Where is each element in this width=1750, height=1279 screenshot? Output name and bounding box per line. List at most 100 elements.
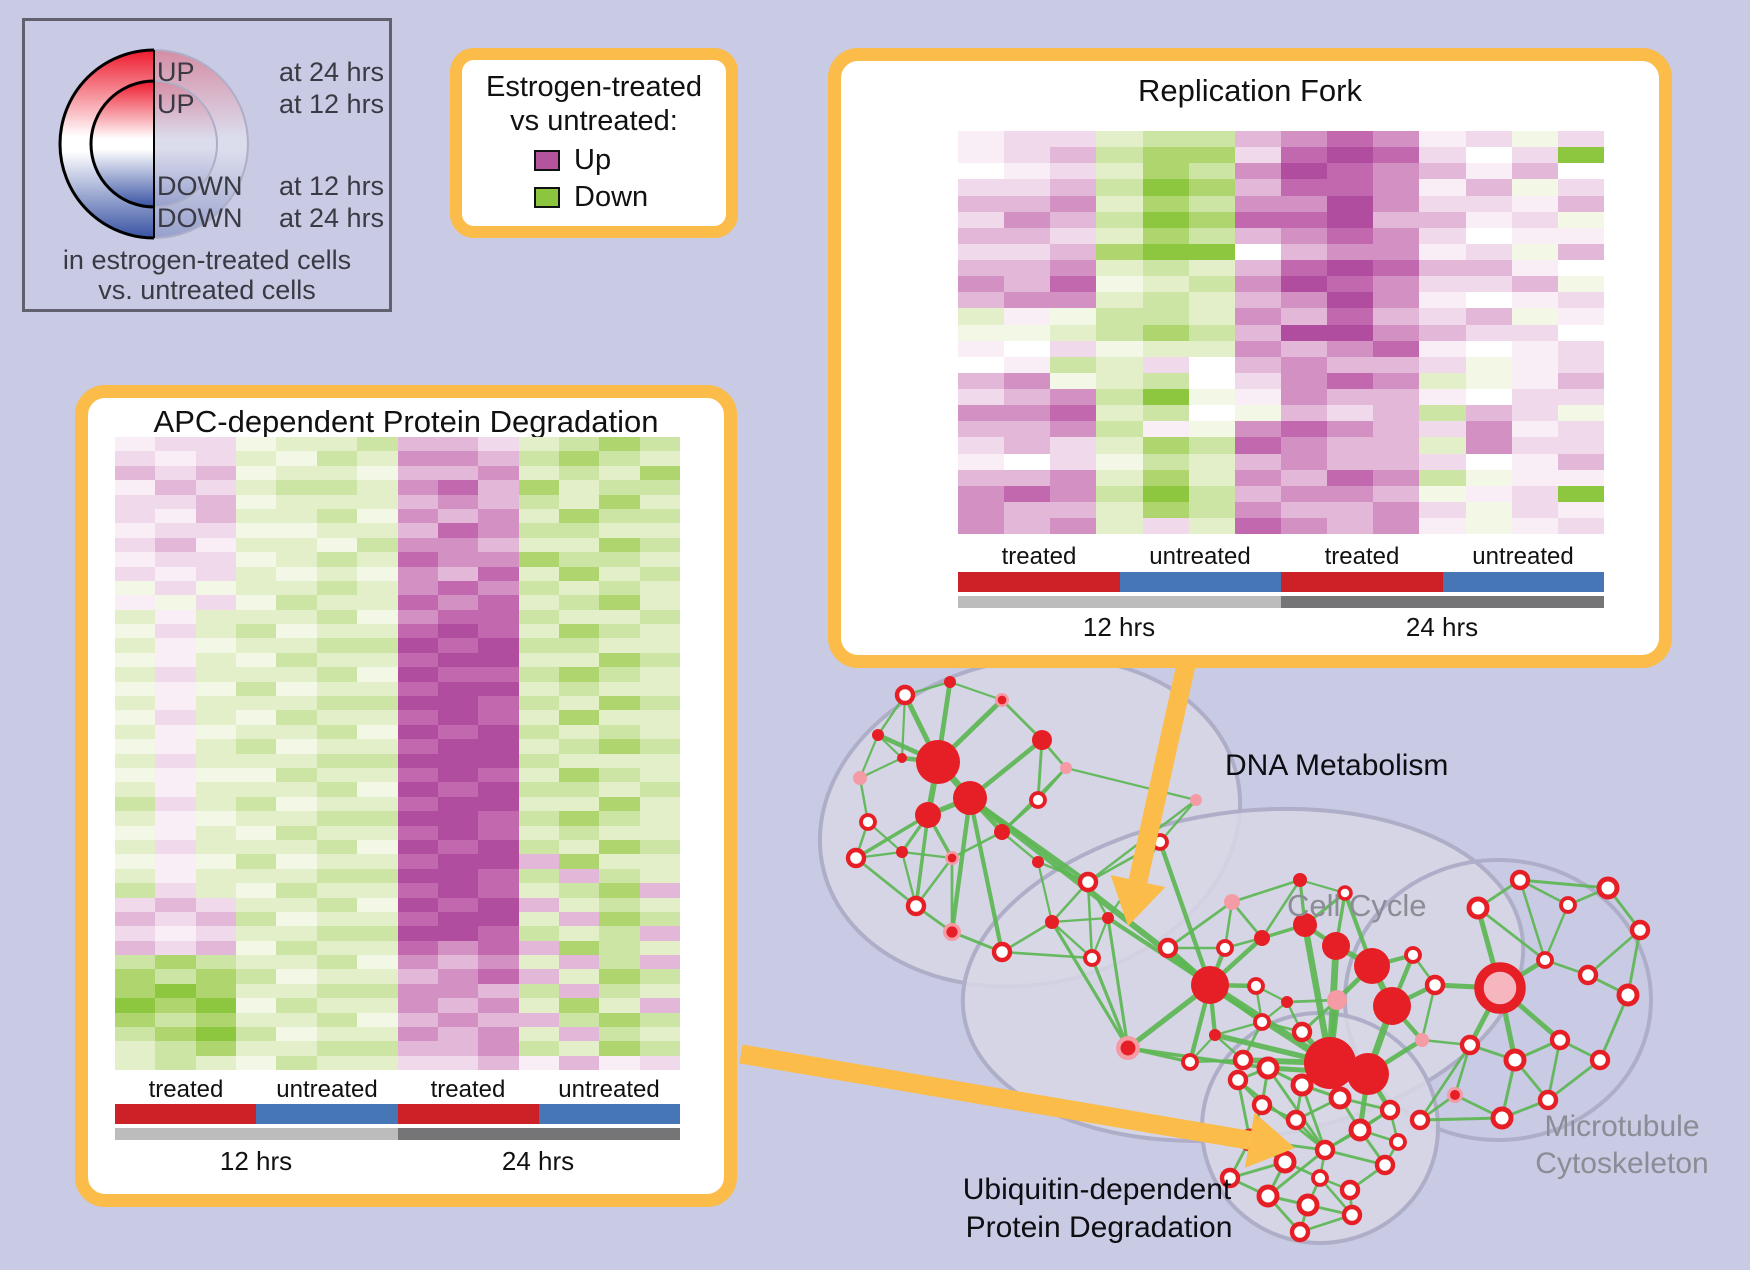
flow-arrow-head — [1110, 875, 1166, 926]
repl-time-colorbar — [958, 596, 1604, 608]
network-node — [1537, 1089, 1559, 1111]
network-edge — [1050, 921, 1130, 1049]
network-node — [1509, 869, 1531, 891]
ring-time-12: at 12 hrs — [279, 89, 385, 119]
network-node — [1474, 962, 1526, 1014]
network-node — [1285, 1109, 1307, 1131]
heatmap-row — [115, 624, 681, 639]
network-edge — [1300, 1084, 1327, 1151]
label-cell-cycle: Cell Cycle — [1287, 888, 1427, 923]
label-microtubule-line1: Microtubule — [1544, 1110, 1699, 1143]
heatmap-row — [958, 260, 1604, 277]
heatmap-row — [958, 308, 1604, 325]
network-node — [1232, 1049, 1254, 1071]
up-color-swatch — [534, 150, 560, 171]
network-node — [1409, 1109, 1431, 1131]
heatmap-row — [958, 131, 1604, 148]
network-edge — [949, 680, 1003, 702]
estrogen-title-line1: Estrogen-treated — [485, 71, 702, 103]
cluster-labels: DNA Metabolism Cell Cycle Microtubule Cy… — [963, 749, 1709, 1244]
heatmap-row — [115, 983, 681, 999]
network-node — [1083, 949, 1101, 967]
network-edge — [1266, 1067, 1327, 1151]
network-node — [1256, 1184, 1280, 1208]
network-node — [859, 813, 877, 831]
network-node — [1181, 1053, 1199, 1071]
estrogen-legend-title: Estrogen-treated vs untreated: — [462, 70, 726, 138]
heatmap-row — [958, 469, 1604, 486]
network-node — [916, 740, 960, 784]
network-node — [845, 847, 867, 869]
network-edge — [1001, 950, 1093, 960]
ring-footnote-line1: in estrogen-treated cells — [62, 245, 352, 275]
network-node — [1450, 1090, 1460, 1100]
heatmap-row — [115, 595, 681, 610]
heatmap-row — [115, 609, 681, 625]
network-edge — [1167, 900, 1233, 950]
network-node — [947, 853, 957, 863]
repl-treatment-colorbar — [958, 572, 1604, 592]
heatmap-row — [115, 811, 681, 826]
apc-bar-12hrs — [115, 1128, 398, 1140]
heatmap-row — [115, 710, 681, 725]
ring-dir-up24: UP — [157, 57, 195, 87]
network-node — [1341, 1204, 1363, 1226]
heatmap-row — [958, 243, 1604, 260]
heatmap-row — [115, 868, 681, 884]
ring-time-24: at 24 hrs — [279, 57, 385, 87]
network-edge — [1237, 1078, 1326, 1152]
repl-bar-12hrs — [958, 596, 1281, 608]
heatmap-row — [115, 566, 681, 581]
network-edge — [855, 856, 917, 908]
label-ubiquitin-line2: Protein Degradation — [966, 1211, 1233, 1244]
heatmap-row — [115, 508, 681, 524]
heatmap-row — [115, 537, 681, 553]
network-node — [896, 846, 908, 858]
network-node — [1190, 794, 1202, 806]
network-node — [1459, 1034, 1481, 1056]
heatmap-row — [958, 195, 1604, 212]
network-edge — [1231, 878, 1301, 904]
repl-bar-untreated-24 — [1442, 572, 1604, 592]
network-edge — [967, 797, 1005, 953]
heatmap-row — [115, 998, 681, 1013]
heatmap-row — [115, 681, 681, 697]
network-node — [1251, 1094, 1273, 1116]
heatmap-row — [115, 955, 681, 970]
heatmap-row — [115, 782, 681, 797]
ring-footnote-line2: vs. untreated cells — [98, 275, 316, 305]
network-node — [1589, 1049, 1611, 1071]
network-node — [1157, 937, 1179, 959]
ring-right-faded — [154, 49, 249, 239]
network-node — [1209, 1029, 1221, 1041]
network-node — [944, 676, 956, 688]
network-node — [897, 753, 907, 763]
network-node — [1032, 856, 1044, 868]
replication-fork-title: Replication Fork — [1138, 73, 1362, 108]
network-node — [946, 926, 958, 938]
network-edge — [1267, 1148, 1326, 1198]
heatmap-row — [115, 451, 681, 466]
estrogen-legend-box: Estrogen-treated vs untreated: Up Down — [450, 48, 738, 238]
heatmap-row — [115, 552, 681, 567]
network-node — [915, 802, 941, 828]
label-ubiquitin-line1: Ubiquitin-dependent — [963, 1173, 1232, 1206]
heatmap-row — [958, 147, 1604, 164]
network-node — [1293, 913, 1317, 937]
network-node — [1328, 1086, 1352, 1110]
network-node — [1348, 1118, 1372, 1142]
heatmap-row — [115, 897, 681, 912]
network-edge — [949, 797, 973, 933]
heatmap-row — [115, 724, 681, 740]
network-node — [1253, 1013, 1271, 1031]
replication-heatmap — [958, 131, 1604, 535]
network-node — [1415, 1033, 1429, 1047]
network-node — [894, 684, 916, 706]
label-dna-metabolism: DNA Metabolism — [1225, 749, 1448, 782]
cluster-layer — [817, 655, 1653, 1245]
heatmap-row — [115, 911, 681, 927]
heatmap-row — [115, 1041, 681, 1056]
network-node — [1337, 885, 1353, 901]
network-node — [1293, 873, 1307, 887]
heatmap-row — [958, 276, 1604, 293]
